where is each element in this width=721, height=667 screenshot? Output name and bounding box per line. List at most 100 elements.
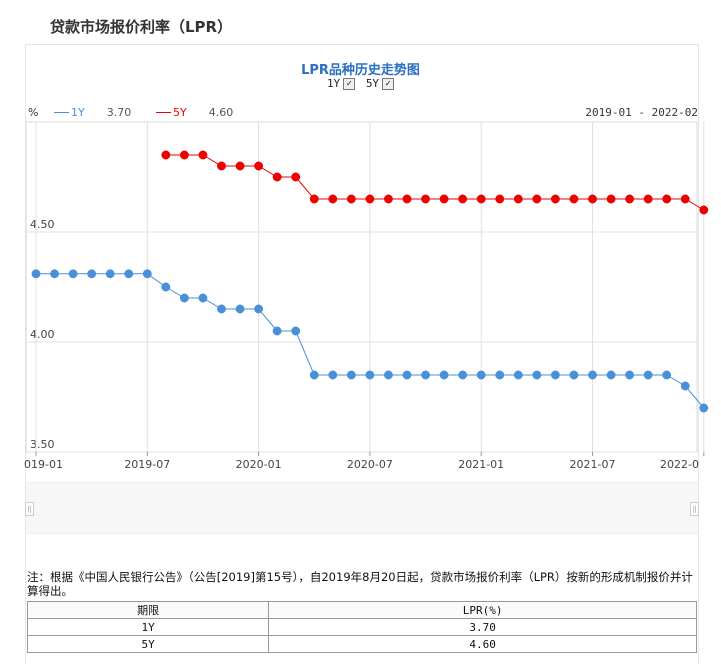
data-point-1y bbox=[384, 370, 393, 380]
y-tick-label: 4.50 bbox=[30, 218, 55, 231]
toggle-5y-label: 5Y bbox=[365, 77, 380, 90]
toggle-1y[interactable]: 1Y ✓ bbox=[326, 77, 356, 90]
unit-label: % bbox=[28, 106, 39, 119]
data-point-5y bbox=[402, 194, 412, 204]
legend-value-1y: 3.70 bbox=[106, 106, 132, 119]
x-tick-label: 2020-01 bbox=[236, 458, 282, 471]
legend-item-1y: 1Y 3.70 bbox=[54, 106, 131, 119]
x-tick-label: 2021-01 bbox=[458, 458, 504, 471]
checkbox-1y-icon[interactable]: ✓ bbox=[343, 77, 356, 90]
data-point-5y bbox=[606, 194, 616, 204]
data-point-1y bbox=[662, 370, 672, 380]
x-tick-label: 019-01 bbox=[24, 458, 63, 471]
data-point-1y bbox=[569, 370, 579, 380]
y-tick-label: 3.50 bbox=[30, 438, 55, 451]
table-row: 5Y 4.60 bbox=[26, 635, 697, 653]
data-point-1y bbox=[421, 370, 430, 380]
date-range-label: 2019-01 - 2022-02 bbox=[585, 106, 698, 119]
x-tick-label: 2019-07 bbox=[124, 458, 170, 471]
table-header-row: 期限 LPR(%) bbox=[26, 601, 697, 619]
data-point-5y bbox=[532, 194, 542, 204]
range-scroller[interactable]: || || bbox=[25, 482, 699, 534]
series-line-5y bbox=[165, 154, 705, 211]
data-point-1y bbox=[105, 269, 115, 279]
data-point-5y bbox=[643, 194, 653, 204]
data-point-5y bbox=[309, 194, 319, 204]
data-point-5y bbox=[198, 150, 208, 160]
x-tick-label: 2022-0 bbox=[660, 458, 699, 471]
data-point-5y bbox=[272, 172, 282, 182]
data-point-1y bbox=[31, 269, 41, 279]
data-point-1y bbox=[291, 326, 301, 336]
data-point-5y bbox=[217, 161, 226, 171]
data-point-5y bbox=[328, 194, 338, 204]
data-point-1y bbox=[68, 269, 78, 279]
data-point-1y bbox=[87, 269, 97, 279]
data-point-5y bbox=[662, 194, 672, 204]
data-point-1y bbox=[365, 370, 375, 380]
scroller-right-handle[interactable]: || bbox=[690, 502, 699, 516]
x-tick-label: 2020-07 bbox=[347, 458, 393, 471]
legend-item-5y: 5Y 4.60 bbox=[156, 106, 233, 119]
data-point-5y bbox=[161, 150, 171, 160]
data-point-1y bbox=[402, 370, 412, 380]
legend-line-5y bbox=[156, 112, 171, 113]
data-point-1y bbox=[217, 304, 226, 314]
data-point-1y bbox=[625, 370, 635, 380]
checkbox-5y-icon[interactable]: ✓ bbox=[382, 77, 395, 90]
data-point-1y bbox=[328, 370, 338, 380]
series-toggles: 1Y ✓ 5Y ✓ bbox=[0, 77, 721, 90]
data-point-1y bbox=[550, 370, 560, 380]
toggle-5y[interactable]: 5Y ✓ bbox=[365, 77, 395, 90]
chart-legend: % 1Y 3.70 5Y 4.60 2019-01 - 2022-02 bbox=[26, 106, 698, 120]
table-header-term: 期限 bbox=[26, 601, 270, 619]
data-point-1y bbox=[495, 370, 505, 380]
legend-label-1y: 1Y bbox=[71, 106, 85, 119]
data-point-5y bbox=[476, 194, 486, 204]
table-cell-term: 1Y bbox=[26, 618, 270, 636]
data-point-1y bbox=[124, 269, 134, 279]
table-cell-rate: 4.60 bbox=[268, 635, 697, 653]
chart-frame-right bbox=[698, 44, 699, 664]
data-point-5y bbox=[569, 194, 579, 204]
footnote: 注：根据《中国人民银行公告》（公告[2019]第15号），自2019年8月20日… bbox=[27, 570, 693, 598]
table-row: 1Y 3.70 bbox=[26, 618, 697, 636]
data-point-1y bbox=[254, 304, 264, 314]
data-point-5y bbox=[346, 194, 356, 204]
data-point-5y bbox=[458, 194, 468, 204]
data-point-5y bbox=[235, 161, 245, 171]
data-point-1y bbox=[699, 403, 709, 413]
data-point-1y bbox=[643, 370, 653, 380]
data-point-1y bbox=[606, 370, 616, 380]
legend-label-5y: 5Y bbox=[173, 106, 187, 119]
chart-title: LPR品种历史走势图 bbox=[301, 63, 420, 78]
data-point-1y bbox=[161, 282, 171, 292]
data-point-1y bbox=[309, 370, 319, 380]
table-cell-term: 5Y bbox=[26, 635, 270, 653]
data-point-1y bbox=[476, 370, 486, 380]
legend-value-5y: 4.60 bbox=[208, 106, 234, 119]
data-point-5y bbox=[439, 194, 449, 204]
data-point-1y bbox=[439, 370, 449, 380]
data-point-1y bbox=[142, 269, 152, 279]
data-point-5y bbox=[495, 194, 505, 204]
data-point-1y bbox=[198, 293, 208, 303]
legend-line-1y bbox=[54, 112, 69, 113]
data-point-5y bbox=[550, 194, 560, 204]
table-cell-rate: 3.70 bbox=[268, 618, 697, 636]
data-point-1y bbox=[50, 269, 59, 279]
data-point-5y bbox=[365, 194, 375, 204]
data-point-5y bbox=[291, 172, 301, 182]
y-tick-label: 4.00 bbox=[30, 328, 55, 341]
chart-frame-top bbox=[25, 44, 699, 45]
scroller-left-handle[interactable]: || bbox=[25, 502, 34, 516]
data-point-1y bbox=[235, 304, 245, 314]
toggle-1y-label: 1Y bbox=[326, 77, 341, 90]
data-point-5y bbox=[588, 194, 597, 204]
x-tick-label: 2021-07 bbox=[570, 458, 616, 471]
data-point-5y bbox=[421, 194, 430, 204]
data-point-1y bbox=[458, 370, 468, 380]
page-title: 贷款市场报价利率（LPR） bbox=[50, 18, 233, 36]
data-point-5y bbox=[254, 161, 264, 171]
